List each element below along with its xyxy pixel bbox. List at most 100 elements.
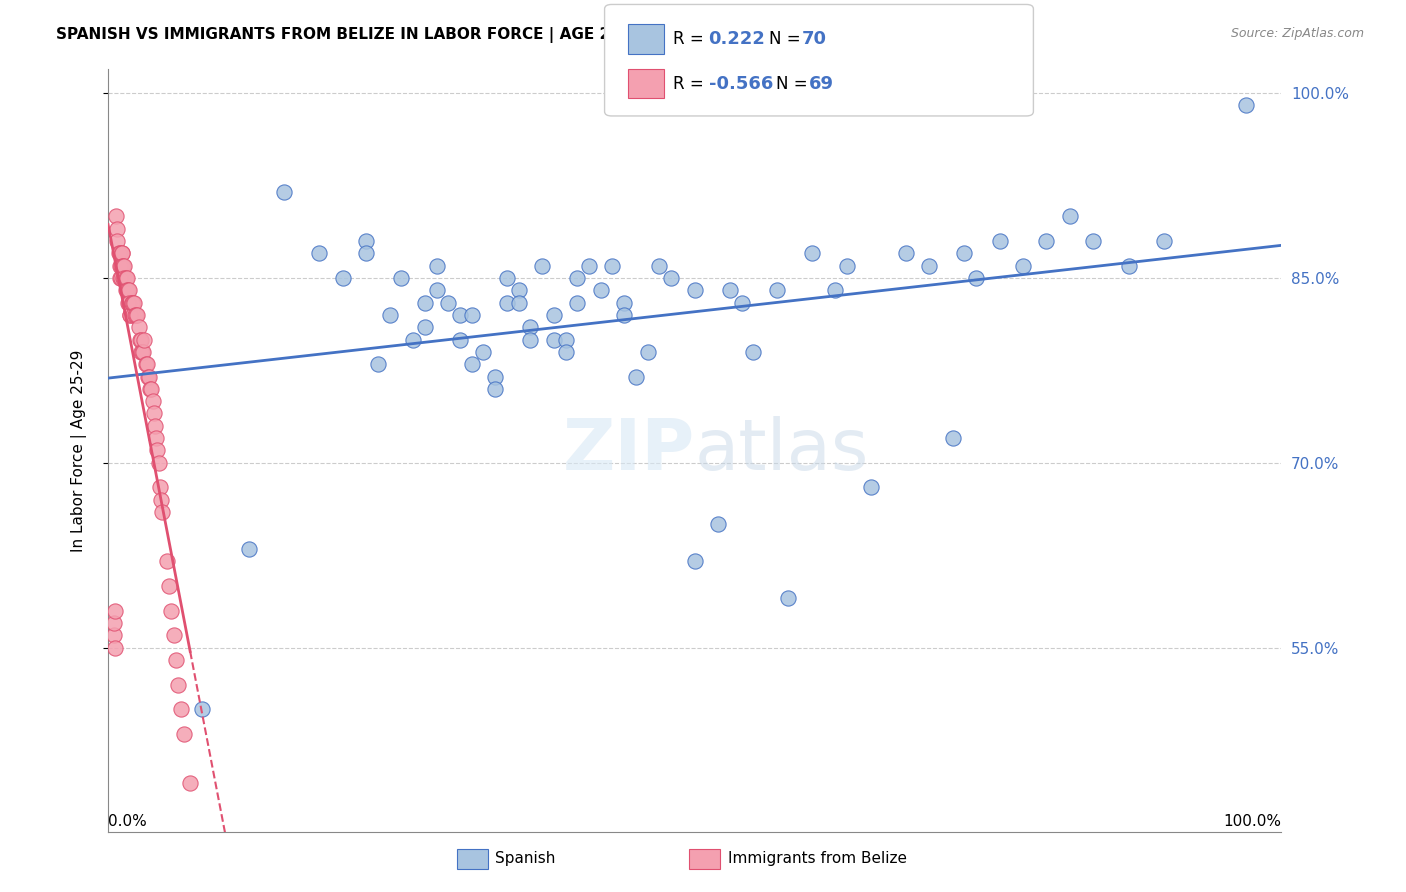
Point [942, 431, 965, 445]
Point [484, 369, 506, 384]
Point [238, 541, 260, 556]
Point [683, 283, 706, 297]
Point [460, 308, 482, 322]
Text: R =: R = [673, 75, 710, 93]
Point [718, 283, 741, 297]
Point [965, 271, 987, 285]
Point [107, 234, 129, 248]
Point [122, 295, 145, 310]
Point [1153, 234, 1175, 248]
Point [108, 246, 131, 260]
Text: 0.222: 0.222 [709, 30, 765, 48]
Point [519, 320, 541, 334]
Point [141, 382, 163, 396]
Point [543, 308, 565, 322]
Text: R =: R = [673, 30, 710, 48]
Point [543, 333, 565, 347]
Point [121, 295, 143, 310]
Point [156, 554, 179, 568]
Point [107, 221, 129, 235]
Point [114, 271, 136, 285]
Point [125, 308, 148, 322]
Point [1059, 210, 1081, 224]
Point [108, 259, 131, 273]
Point [378, 308, 401, 322]
Point [332, 271, 354, 285]
Point [128, 320, 150, 334]
Point [484, 382, 506, 396]
Point [148, 456, 170, 470]
Point [778, 591, 800, 606]
Point [165, 653, 187, 667]
Point [115, 283, 138, 297]
Point [367, 357, 389, 371]
Point [143, 418, 166, 433]
Point [129, 345, 152, 359]
Point [859, 480, 882, 494]
Point [121, 295, 143, 310]
Point [128, 333, 150, 347]
Point [425, 283, 447, 297]
Point [835, 259, 858, 273]
Point [132, 345, 155, 359]
Point [449, 308, 471, 322]
Point [114, 283, 136, 297]
Text: -0.566: -0.566 [709, 75, 773, 93]
Point [170, 702, 193, 716]
Point [413, 295, 436, 310]
Point [1083, 234, 1105, 248]
Point [118, 295, 141, 310]
Point [824, 283, 846, 297]
Text: ZIP: ZIP [562, 416, 695, 485]
Point [138, 369, 160, 384]
Text: 69: 69 [808, 75, 834, 93]
Point [918, 259, 941, 273]
Point [139, 382, 162, 396]
Point [108, 271, 131, 285]
Y-axis label: In Labor Force | Age 25-29: In Labor Force | Age 25-29 [72, 350, 87, 551]
Point [118, 283, 141, 297]
Point [149, 492, 172, 507]
Point [173, 727, 195, 741]
Point [988, 234, 1011, 248]
Point [117, 295, 139, 310]
Point [578, 259, 600, 273]
Point [104, 604, 127, 618]
Point [179, 776, 201, 790]
Point [112, 271, 135, 285]
Point [146, 443, 169, 458]
Text: 0.0%: 0.0% [108, 814, 146, 829]
Point [111, 246, 134, 260]
Point [110, 259, 132, 273]
Point [800, 246, 823, 260]
Point [742, 345, 765, 359]
Point [602, 259, 624, 273]
Point [496, 295, 519, 310]
Text: N =: N = [769, 30, 806, 48]
Point [953, 246, 976, 260]
Point [567, 271, 589, 285]
Point [112, 259, 135, 273]
Point [354, 246, 377, 260]
Point [402, 333, 425, 347]
Point [437, 295, 460, 310]
Point [508, 283, 530, 297]
Point [129, 333, 152, 347]
Point [460, 357, 482, 371]
Point [765, 283, 787, 297]
Point [114, 259, 136, 273]
Point [449, 333, 471, 347]
Point [111, 246, 134, 260]
Point [613, 295, 636, 310]
Point [1234, 98, 1257, 112]
Text: 70: 70 [801, 30, 827, 48]
Point [111, 259, 134, 273]
Point [308, 246, 330, 260]
Point [145, 431, 167, 445]
Point [157, 579, 180, 593]
Point [1118, 259, 1140, 273]
Point [730, 295, 752, 310]
Point [496, 271, 519, 285]
Text: SPANISH VS IMMIGRANTS FROM BELIZE IN LABOR FORCE | AGE 25-29 CORRELATION CHART: SPANISH VS IMMIGRANTS FROM BELIZE IN LAB… [56, 27, 837, 43]
Point [589, 283, 612, 297]
